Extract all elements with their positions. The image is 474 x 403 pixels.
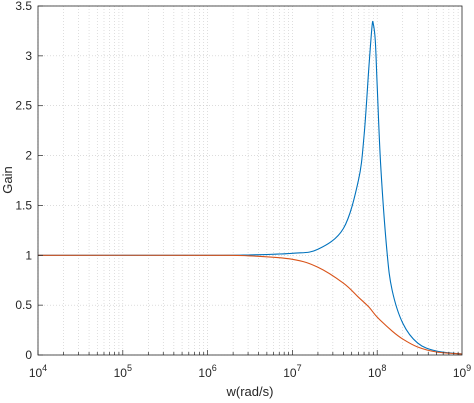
y-tick-label: 3.5 <box>15 0 32 13</box>
x-tick-label: 106 <box>198 363 216 380</box>
y-tick-label: 2 <box>25 149 32 163</box>
plot-frame <box>37 5 463 356</box>
x-tick-label: 108 <box>368 363 386 380</box>
series-line-orange <box>37 254 463 355</box>
tick-marks <box>37 5 459 356</box>
grid <box>37 5 462 356</box>
x-tick-label: 105 <box>114 363 132 380</box>
y-tick-label: 1.5 <box>15 198 32 212</box>
x-tick-label: 107 <box>283 363 301 380</box>
x-tick-labels: 104 105 106 107 108 109 <box>29 363 471 380</box>
y-tick-label: 3 <box>25 49 32 63</box>
y-tick-labels: 0 0.5 1 1.5 2 2.5 3 3.5 <box>15 0 32 362</box>
y-tick-label: 1 <box>25 248 32 262</box>
x-axis-label: w(rad/s) <box>226 384 274 399</box>
y-tick-label: 2.5 <box>15 99 32 113</box>
y-axis-label: Gain <box>0 166 15 193</box>
series-line-blue <box>37 20 463 355</box>
x-tick-label: 109 <box>453 363 471 380</box>
y-tick-label: 0.5 <box>15 298 32 312</box>
y-tick-label: 0 <box>25 348 32 362</box>
x-tick-label: 104 <box>29 363 47 380</box>
plot-area <box>38 6 462 355</box>
series-group <box>37 20 463 355</box>
